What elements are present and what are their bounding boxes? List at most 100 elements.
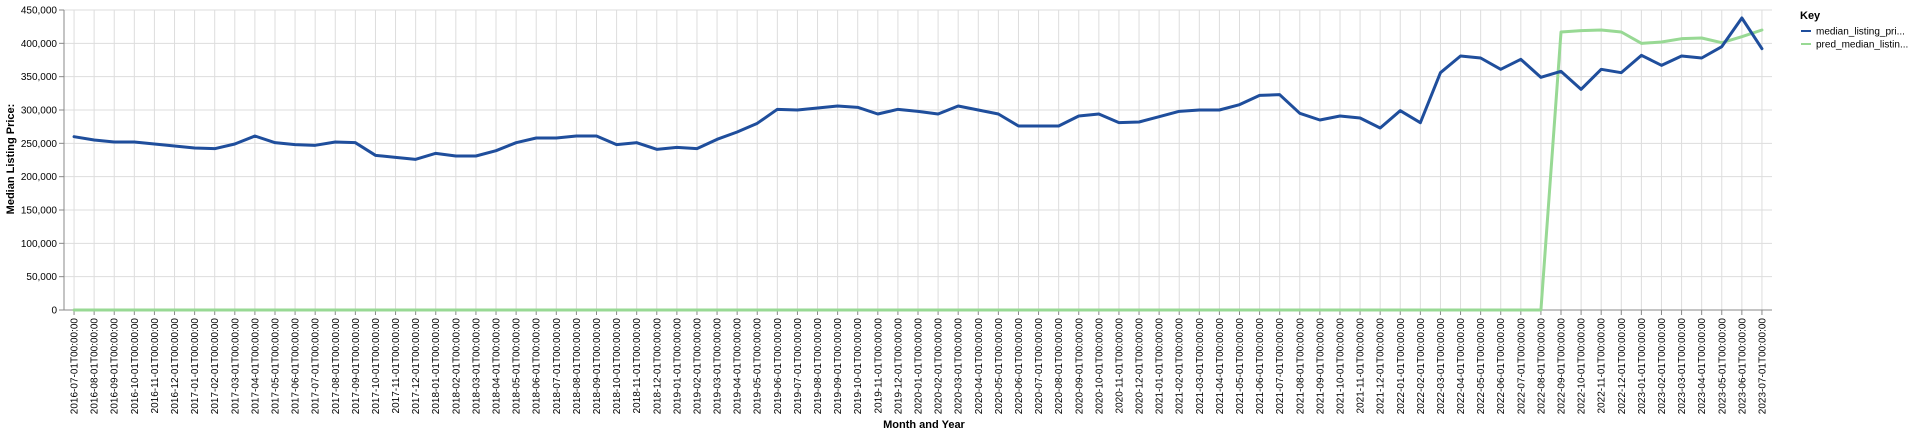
y-tick-label: 450,000 (21, 6, 58, 17)
x-tick-label: 2020-01-01T00:00:00 (914, 318, 925, 415)
x-tick-label: 2017-05-01T00:00:00 (270, 318, 281, 415)
x-tick-label: 2020-04-01T00:00:00 (974, 318, 985, 415)
y-tick-label: 0 (51, 306, 57, 317)
y-tick-label: 200,000 (21, 172, 58, 183)
x-tick-label: 2017-03-01T00:00:00 (230, 318, 241, 415)
x-tick-label: 2020-05-01T00:00:00 (994, 318, 1005, 415)
x-tick-label: 2017-11-01T00:00:00 (391, 318, 402, 414)
x-tick-label: 2017-06-01T00:00:00 (291, 318, 302, 415)
x-tick-label: 2018-04-01T00:00:00 (492, 318, 503, 415)
x-tick-label: 2022-05-01T00:00:00 (1476, 318, 1487, 415)
x-tick-label: 2017-01-01T00:00:00 (190, 318, 201, 415)
x-tick-label: 2019-01-01T00:00:00 (672, 318, 683, 415)
legend-title: Key (1800, 10, 1821, 22)
x-tick-label: 2021-06-01T00:00:00 (1255, 318, 1266, 415)
x-tick-label: 2019-10-01T00:00:00 (853, 318, 864, 415)
x-tick-label: 2022-12-01T00:00:00 (1617, 318, 1628, 415)
x-tick-label: 2016-12-01T00:00:00 (170, 318, 181, 415)
x-tick-label: 2016-10-01T00:00:00 (130, 318, 141, 415)
x-tick-label: 2018-08-01T00:00:00 (572, 318, 583, 415)
x-tick-label: 2020-02-01T00:00:00 (934, 318, 945, 415)
x-tick-label: 2017-12-01T00:00:00 (411, 318, 422, 415)
x-tick-label: 2021-10-01T00:00:00 (1335, 318, 1346, 415)
x-axis: 2016-07-01T00:00:00 2016-08-01T00:00:00 20… (64, 309, 1772, 415)
x-tick-label: 2019-09-01T00:00:00 (833, 318, 844, 415)
x-tick-label: 2017-09-01T00:00:00 (351, 318, 362, 415)
x-tick-label: 2020-11-01T00:00:00 (1114, 318, 1125, 414)
series-line (72, 28, 1764, 312)
x-tick-label: 2020-07-01T00:00:00 (1034, 318, 1045, 415)
x-tick-label: 2022-11-01T00:00:00 (1597, 318, 1608, 414)
x-tick-label: 2017-08-01T00:00:00 (331, 318, 342, 415)
x-tick-label: 2022-03-01T00:00:00 (1436, 318, 1447, 415)
y-tick-label: 300,000 (21, 106, 58, 117)
x-tick-label: 2018-06-01T00:00:00 (532, 318, 543, 415)
x-tick-label: 2018-07-01T00:00:00 (552, 318, 563, 415)
x-tick-label: 2022-02-01T00:00:00 (1416, 318, 1427, 415)
y-axis: 0 50,000 100,000 150,000 200,000 250,000 300,0… (21, 6, 65, 317)
x-tick-label: 2022-04-01T00:00:00 (1456, 318, 1467, 415)
x-tick-label: 2019-03-01T00:00:00 (713, 318, 724, 415)
x-tick-label: 2022-08-01T00:00:00 (1536, 318, 1547, 415)
x-tick-label: 2016-07-01T00:00:00 (70, 318, 81, 415)
x-tick-label: 2023-04-01T00:00:00 (1697, 318, 1708, 415)
legend: Key median_listing_pri... pred_median_lis… (1800, 10, 1908, 51)
x-tick-label: 2017-02-01T00:00:00 (210, 318, 221, 415)
x-tick-label: 2019-04-01T00:00:00 (733, 318, 744, 415)
x-tick-label: 2020-12-01T00:00:00 (1135, 318, 1146, 415)
x-tick-label: 2022-10-01T00:00:00 (1577, 318, 1588, 415)
x-tick-label: 2021-12-01T00:00:00 (1376, 318, 1387, 415)
x-tick-label: 2023-06-01T00:00:00 (1737, 318, 1748, 415)
x-tick-label: 2023-02-01T00:00:00 (1657, 318, 1668, 415)
x-tick-label: 2017-04-01T00:00:00 (250, 318, 261, 415)
x-tick-label: 2018-03-01T00:00:00 (471, 318, 482, 415)
x-tick-label: 2019-12-01T00:00:00 (893, 318, 904, 415)
x-tick-label: 2018-05-01T00:00:00 (512, 318, 523, 415)
x-axis-title: Month and Year (883, 419, 965, 431)
x-tick-label: 2019-02-01T00:00:00 (692, 318, 703, 415)
y-tick-label: 350,000 (21, 72, 58, 83)
x-tick-label: 2018-10-01T00:00:00 (612, 318, 623, 415)
series-lines (72, 16, 1764, 312)
x-tick-label: 2016-09-01T00:00:00 (110, 318, 121, 415)
y-tick-label: 150,000 (21, 206, 58, 217)
x-tick-label: 2020-09-01T00:00:00 (1074, 318, 1085, 415)
x-tick-label: 2020-10-01T00:00:00 (1094, 318, 1105, 415)
x-tick-label: 2022-06-01T00:00:00 (1496, 318, 1507, 415)
y-axis-title: Median Listing Price: (5, 104, 17, 215)
x-tick-label: 2022-07-01T00:00:00 (1516, 318, 1527, 415)
series-line (72, 16, 1764, 161)
x-tick-label: 2019-08-01T00:00:00 (813, 318, 824, 415)
x-tick-label: 2023-01-01T00:00:00 (1637, 318, 1648, 415)
x-tick-label: 2018-12-01T00:00:00 (652, 318, 663, 415)
x-tick-label: 2020-06-01T00:00:00 (1014, 318, 1025, 415)
y-tick-label: 400,000 (21, 39, 58, 50)
x-tick-label: 2018-09-01T00:00:00 (592, 318, 603, 415)
x-tick-label: 2021-01-01T00:00:00 (1155, 318, 1166, 415)
y-tick-label: 100,000 (21, 239, 58, 250)
x-tick-label: 2020-03-01T00:00:00 (954, 318, 965, 415)
x-tick-label: 2017-10-01T00:00:00 (371, 318, 382, 415)
x-tick-label: 2017-07-01T00:00:00 (311, 318, 322, 415)
x-tick-label: 2023-05-01T00:00:00 (1717, 318, 1728, 415)
x-tick-label: 2023-03-01T00:00:00 (1677, 318, 1688, 415)
x-tick-label: 2018-02-01T00:00:00 (451, 318, 462, 415)
x-tick-label: 2018-01-01T00:00:00 (431, 318, 442, 415)
x-tick-label: 2023-07-01T00:00:00 (1757, 318, 1768, 415)
x-tick-label: 2021-09-01T00:00:00 (1315, 318, 1326, 415)
x-tick-label: 2021-05-01T00:00:00 (1235, 318, 1246, 415)
x-tick-label: 2016-08-01T00:00:00 (90, 318, 101, 415)
x-tick-label: 2021-02-01T00:00:00 (1175, 318, 1186, 415)
x-tick-label: 2018-11-01T00:00:00 (632, 318, 643, 414)
x-tick-label: 2020-08-01T00:00:00 (1054, 318, 1065, 415)
x-tick-label: 2019-11-01T00:00:00 (873, 318, 884, 414)
x-tick-label: 2021-07-01T00:00:00 (1275, 318, 1286, 415)
x-tick-label: 2016-11-01T00:00:00 (150, 318, 161, 414)
x-tick-label: 2019-05-01T00:00:00 (753, 318, 764, 415)
x-tick-label: 2021-04-01T00:00:00 (1215, 318, 1226, 415)
x-tick-label: 2022-09-01T00:00:00 (1557, 318, 1568, 415)
legend-label: pred_median_listin... (1816, 40, 1908, 51)
x-tick-label: 2019-06-01T00:00:00 (773, 318, 784, 415)
x-tick-label: 2021-03-01T00:00:00 (1195, 318, 1206, 415)
